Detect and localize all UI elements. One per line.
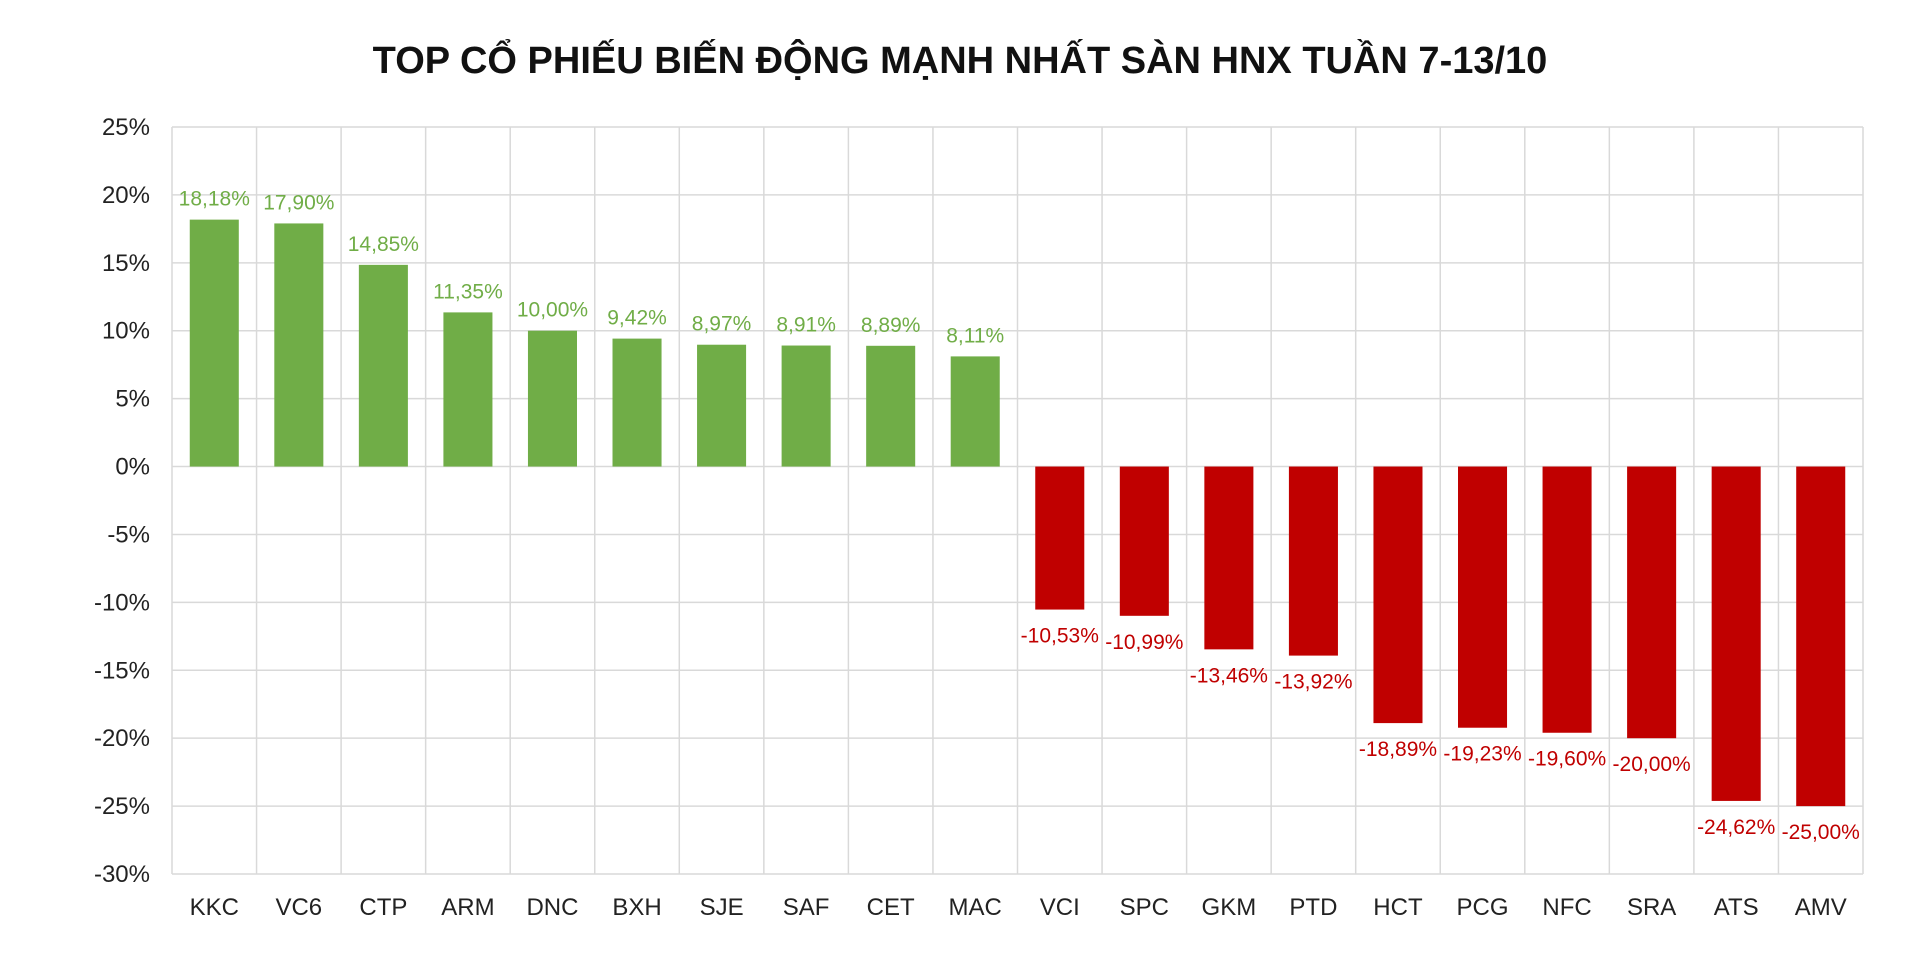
x-category-label: GKM: [1202, 894, 1257, 921]
x-category-label: AMV: [1795, 894, 1847, 921]
bar-sra: [1627, 466, 1677, 739]
y-tick-label: -30%: [94, 861, 150, 888]
y-tick-label: 5%: [115, 386, 150, 413]
data-label: 8,89%: [861, 314, 921, 337]
data-label: 8,97%: [692, 313, 752, 336]
data-label: 8,11%: [946, 324, 1004, 347]
data-label: -25,00%: [1782, 821, 1860, 844]
bar-sje: [697, 344, 747, 467]
y-tick-label: 15%: [102, 250, 150, 277]
data-label: 17,90%: [263, 191, 334, 214]
y-tick-label: -15%: [94, 657, 150, 684]
data-labels: 18,18% 17,90% 14,85% 11,35% 10,00% 9,42% 8,97%…: [179, 188, 1860, 844]
x-category-label: PCG: [1457, 894, 1509, 921]
data-label: -13,46%: [1190, 664, 1268, 687]
bar-arm: [443, 312, 493, 467]
bar-ats: [1711, 466, 1761, 801]
bar-vci: [1035, 466, 1085, 610]
x-axis: KKC VC6 CTP ARM DNC BXH SJE SAF CET MAC VCI SPC GKM P…: [190, 894, 1847, 921]
x-category-label: SAF: [783, 894, 830, 921]
data-label: -24,62%: [1697, 816, 1775, 839]
bar-hct: [1373, 466, 1423, 724]
bar-nfc: [1542, 466, 1592, 733]
y-tick-label: 20%: [102, 182, 150, 209]
y-tick-label: 25%: [102, 114, 150, 141]
data-label: 10,00%: [517, 299, 588, 322]
x-category-label: CET: [867, 894, 915, 921]
x-category-label: ARM: [441, 894, 494, 921]
data-label: -10,99%: [1105, 631, 1183, 654]
x-category-label: KKC: [190, 894, 239, 921]
data-label: -10,53%: [1021, 625, 1099, 648]
y-tick-label: -25%: [94, 793, 150, 820]
bar-ptd: [1288, 466, 1338, 656]
bar-layer: [189, 219, 1846, 807]
x-category-label: DNC: [526, 894, 578, 921]
x-category-label: SJE: [700, 894, 744, 921]
data-label: -19,60%: [1528, 748, 1606, 771]
x-category-label: NFC: [1542, 894, 1591, 921]
y-tick-label: 0%: [115, 454, 150, 481]
grid-layer: [171, 126, 1864, 875]
bar-saf: [781, 345, 831, 467]
bar-spc: [1119, 466, 1169, 616]
bar-dnc: [527, 330, 577, 467]
x-category-label: SPC: [1120, 894, 1169, 921]
bar-pcg: [1458, 466, 1508, 728]
bar-cet: [866, 345, 916, 467]
y-axis: 25% 20% 15% 10% 5% 0% -5% -10% -15% -20% -25% -30%: [94, 114, 150, 888]
data-label: 18,18%: [179, 188, 250, 211]
y-tick-label: -10%: [94, 589, 150, 616]
y-tick-label: -20%: [94, 725, 150, 752]
x-category-label: VC6: [275, 894, 322, 921]
bar-kkc: [189, 219, 239, 467]
bar-amv: [1796, 466, 1846, 807]
bar-bxh: [612, 338, 662, 467]
x-category-label: BXH: [612, 894, 661, 921]
data-label: -19,23%: [1443, 743, 1521, 766]
y-tick-label: -5%: [107, 521, 150, 548]
bar-vc6: [274, 223, 324, 467]
x-category-label: HCT: [1373, 894, 1423, 921]
data-label: 9,42%: [607, 307, 667, 330]
data-label: -13,92%: [1274, 671, 1352, 694]
bar-ctp: [358, 264, 408, 467]
data-label: 14,85%: [348, 233, 419, 256]
x-category-label: VCI: [1040, 894, 1080, 921]
bar-gkm: [1204, 466, 1254, 650]
x-category-label: ATS: [1714, 894, 1759, 921]
x-category-label: SRA: [1627, 894, 1676, 921]
bar-mac: [950, 356, 1000, 467]
x-category-label: CTP: [359, 894, 407, 921]
y-tick-label: 10%: [102, 318, 150, 345]
x-category-label: MAC: [949, 894, 1002, 921]
data-label: -20,00%: [1613, 753, 1691, 776]
data-label: -18,89%: [1359, 738, 1437, 761]
data-label: 8,91%: [776, 314, 836, 337]
x-category-label: PTD: [1289, 894, 1337, 921]
chart-title: TOP CỔ PHIẾU BIẾN ĐỘNG MẠNH NHẤT SÀN HNX…: [372, 40, 1548, 82]
data-label: 11,35%: [433, 280, 503, 303]
